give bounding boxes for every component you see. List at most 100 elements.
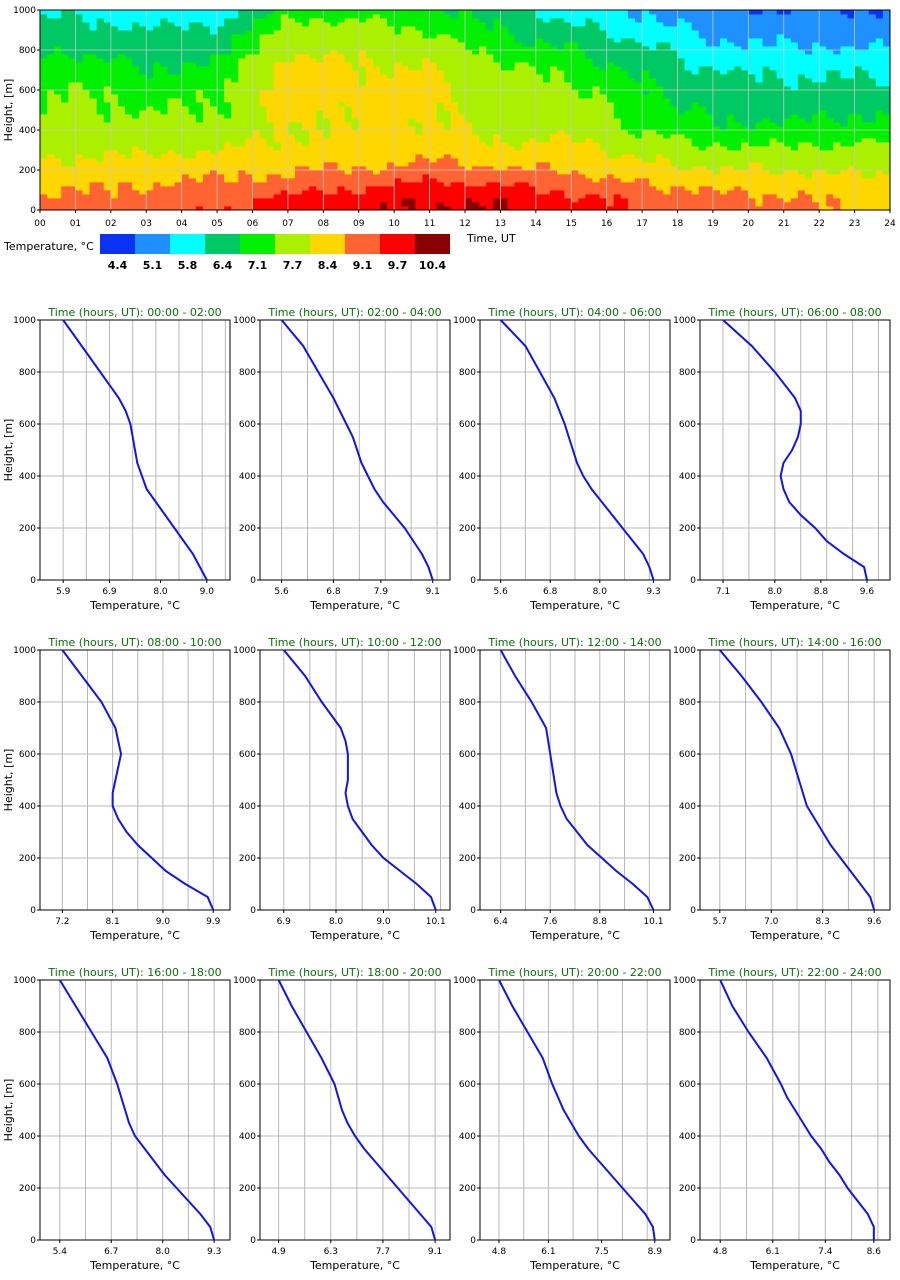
heatmap-cell <box>273 50 282 55</box>
heatmap-cell <box>712 130 721 135</box>
heatmap-cell <box>564 54 572 59</box>
heatmap-cell <box>238 154 246 159</box>
heatmap-cell <box>153 66 161 71</box>
heatmap-cell <box>627 54 636 59</box>
heatmap-cell <box>174 134 183 139</box>
heatmap-cell <box>465 114 473 119</box>
heatmap-cell <box>167 130 175 135</box>
heatmap-cell <box>450 46 459 51</box>
heatmap-cell <box>493 70 501 75</box>
heatmap-cell <box>202 170 211 175</box>
heatmap-cell <box>691 66 700 71</box>
heatmap-cell <box>592 150 600 155</box>
heatmap-cell <box>507 158 515 163</box>
heatmap-cell <box>132 178 140 183</box>
heatmap-cell <box>642 86 650 91</box>
heatmap-cell <box>309 206 317 211</box>
heatmap-cell <box>422 110 430 115</box>
heatmap-cell <box>238 34 246 39</box>
heatmap-cell <box>117 114 126 119</box>
heatmap-cell <box>195 106 204 111</box>
heatmap-cell <box>436 110 445 115</box>
heatmap-cell <box>54 42 62 47</box>
heatmap-cell <box>521 202 530 207</box>
heatmap-cell <box>146 186 154 191</box>
heatmap-cell <box>500 138 508 143</box>
heatmap-cell <box>528 22 537 27</box>
heatmap-cell <box>422 154 430 159</box>
heatmap-cell <box>238 178 246 183</box>
heatmap-cell <box>550 202 558 207</box>
heatmap-cell <box>493 78 501 83</box>
heatmap-cell <box>82 82 90 87</box>
heatmap-cell <box>295 22 303 27</box>
heatmap-cell <box>380 170 388 175</box>
heatmap-cell <box>75 110 83 115</box>
heatmap-cell <box>422 18 430 23</box>
heatmap-cell <box>330 142 338 147</box>
heatmap-cell <box>656 94 664 99</box>
heatmap-cell <box>606 94 615 99</box>
heatmap-cell <box>252 30 260 35</box>
heatmap-cell <box>720 34 728 39</box>
heatmap-cell <box>103 122 112 127</box>
heatmap-cell <box>372 34 381 39</box>
heatmap-cell <box>528 14 537 19</box>
heatmap-cell <box>125 162 133 167</box>
heatmap-cell <box>734 142 742 147</box>
heatmap-cell <box>358 202 367 207</box>
heatmap-cell <box>528 162 537 167</box>
heatmap-cell <box>741 182 749 187</box>
heatmap-cell <box>507 186 515 191</box>
heatmap-cell <box>429 162 438 167</box>
heatmap-cell <box>585 62 593 67</box>
heatmap-cell <box>231 138 239 143</box>
heatmap-cell <box>507 206 515 211</box>
heatmap-cell <box>160 138 168 143</box>
heatmap-cell <box>734 126 742 131</box>
heatmap-cell <box>564 126 572 131</box>
heatmap-cell <box>273 70 282 75</box>
heatmap-cell <box>606 106 615 111</box>
heatmap-cell <box>309 58 317 63</box>
heatmap-cell <box>245 166 253 171</box>
heatmap-cell <box>521 38 530 43</box>
heatmap-cell <box>606 62 615 67</box>
heatmap-cell <box>295 34 303 39</box>
heatmap-cell <box>443 18 452 23</box>
heatmap-cell <box>500 126 508 131</box>
heatmap-cell <box>585 14 593 19</box>
heatmap-cell <box>259 162 268 167</box>
heatmap-cell <box>408 138 416 143</box>
heatmap-cell <box>486 66 494 71</box>
heatmap-cell <box>224 158 232 163</box>
heatmap-cell <box>443 10 452 15</box>
heatmap-cell <box>75 94 83 99</box>
heatmap-cell <box>316 154 324 159</box>
heatmap-cell <box>571 182 579 187</box>
heatmap-cell <box>330 26 338 31</box>
heatmap-cell <box>606 206 615 211</box>
heatmap-cell <box>635 42 643 47</box>
heatmap-cell <box>578 22 586 27</box>
heatmap-cell <box>372 98 381 103</box>
heatmap-cell <box>82 206 90 211</box>
heatmap-cell <box>606 110 615 115</box>
heatmap-cell <box>132 194 140 199</box>
heatmap-cell <box>712 86 721 91</box>
heatmap-cell <box>429 18 438 23</box>
heatmap-cell <box>670 122 678 127</box>
heatmap-cell <box>273 34 282 39</box>
heatmap-cell <box>387 170 395 175</box>
heatmap-cell <box>542 22 551 27</box>
heatmap-cell <box>705 22 714 27</box>
heatmap-cell <box>231 54 239 59</box>
heatmap-cell <box>734 162 742 167</box>
heatmap-cell <box>174 10 183 15</box>
heatmap-cell <box>181 98 190 103</box>
heatmap-cell <box>677 194 685 199</box>
heatmap-cell <box>245 150 253 155</box>
heatmap-cell <box>167 86 175 91</box>
heatmap-cell <box>691 178 700 183</box>
heatmap-cell <box>472 46 480 51</box>
